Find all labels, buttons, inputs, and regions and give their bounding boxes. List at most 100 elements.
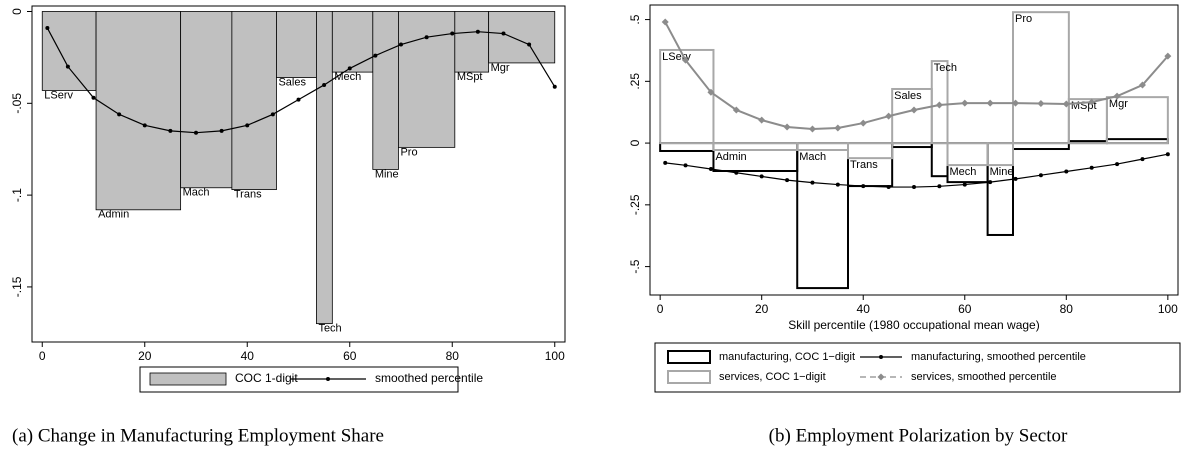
- line-point: [683, 163, 688, 168]
- line-point: [142, 123, 147, 128]
- category-label: Sales: [278, 77, 306, 89]
- line-point: [961, 99, 969, 107]
- bar: [930, 60, 949, 145]
- legend-label: services, COC 1−digit: [719, 371, 826, 383]
- line-point: [988, 180, 993, 185]
- bar: [796, 142, 850, 290]
- line-point: [1164, 52, 1172, 60]
- line-point: [732, 106, 740, 114]
- smoothed-line: [664, 21, 1169, 131]
- x-tick-label: 20: [755, 302, 769, 316]
- bar: [796, 142, 850, 152]
- line-point: [1140, 157, 1145, 162]
- line-point: [682, 56, 690, 64]
- line-point: [707, 88, 715, 96]
- bar: [946, 142, 989, 167]
- line-point: [758, 116, 766, 124]
- bar: [986, 142, 1014, 236]
- line-point: [501, 31, 506, 36]
- x-tick-label: 0: [657, 302, 664, 316]
- category-label: Sales: [894, 90, 922, 102]
- y-tick-label: -.5: [628, 259, 642, 273]
- line-point: [552, 84, 557, 89]
- line-point: [245, 123, 250, 128]
- category-label: Admin: [98, 209, 129, 221]
- line-point: [399, 42, 403, 47]
- legend-label: services, smoothed percentile: [911, 371, 1057, 383]
- line-point: [168, 128, 173, 133]
- bar: [276, 11, 317, 79]
- bar: [488, 11, 556, 64]
- bar: [986, 142, 1014, 167]
- line-point: [91, 95, 96, 100]
- line-point: [1165, 152, 1170, 157]
- bar: [180, 11, 233, 189]
- legend-box: [654, 342, 1181, 393]
- x-tick-label: 0: [39, 349, 46, 363]
- y-tick-label: .25: [628, 73, 642, 90]
- line-point: [859, 119, 867, 127]
- line-point: [424, 35, 429, 40]
- bar: [930, 142, 949, 178]
- line-point: [65, 64, 70, 69]
- line-point: [1013, 176, 1018, 181]
- y-tick-label: .5: [628, 14, 642, 24]
- category-label: Pro: [400, 146, 417, 158]
- category-label: Mine: [375, 168, 399, 180]
- line-point: [1089, 165, 1094, 170]
- line-point: [663, 160, 668, 165]
- line-point: [1012, 99, 1020, 107]
- line-point: [886, 185, 891, 190]
- category-label: Mine: [990, 166, 1014, 178]
- line-point: [885, 112, 893, 120]
- line-point: [1038, 173, 1043, 178]
- line-point: [935, 101, 943, 109]
- line-point: [1113, 92, 1121, 100]
- line-point: [1138, 81, 1146, 89]
- bar: [95, 11, 182, 211]
- line-point: [835, 182, 840, 187]
- line-point: [450, 31, 455, 36]
- x-tick-label: 40: [857, 302, 871, 316]
- x-tick-label: 100: [545, 349, 565, 363]
- line-point: [810, 180, 815, 185]
- bar: [659, 142, 715, 152]
- line-point: [527, 42, 532, 47]
- legend-label: smoothed percentile: [375, 371, 483, 385]
- line-point: [373, 53, 378, 58]
- plot-frame: [31, 5, 566, 343]
- line-point: [912, 185, 916, 190]
- y-tick-label: -.1: [10, 188, 24, 202]
- x-tick-label: 60: [958, 302, 972, 316]
- line-point: [296, 97, 301, 102]
- bar: [847, 142, 894, 160]
- bar: [1105, 96, 1169, 145]
- line-point: [834, 124, 842, 132]
- bar: [316, 11, 333, 325]
- line-point: [808, 125, 816, 133]
- line-point: [910, 106, 918, 114]
- line-point: [117, 112, 122, 117]
- legend-swatch: [667, 370, 711, 384]
- category-label: Mgr: [1109, 98, 1128, 110]
- line-point: [708, 167, 713, 172]
- category-label: Mech: [334, 71, 361, 83]
- legend-label: COC 1-digit: [235, 371, 298, 385]
- category-label: Mach: [799, 151, 826, 163]
- category-label: Pro: [1015, 13, 1032, 25]
- line-point: [270, 112, 275, 117]
- line-point: [734, 170, 739, 175]
- line-point: [219, 128, 224, 133]
- category-label: Trans: [850, 159, 878, 171]
- legend-marker: [877, 373, 885, 381]
- y-tick-label: 0: [10, 8, 24, 15]
- line-point: [322, 82, 327, 87]
- line-point: [1037, 100, 1045, 108]
- line-point: [1088, 98, 1096, 106]
- line-point: [962, 182, 967, 187]
- line-point: [785, 178, 790, 183]
- legend-marker: [879, 355, 883, 359]
- x-tick-label: 100: [1158, 302, 1178, 316]
- line-point: [475, 29, 480, 34]
